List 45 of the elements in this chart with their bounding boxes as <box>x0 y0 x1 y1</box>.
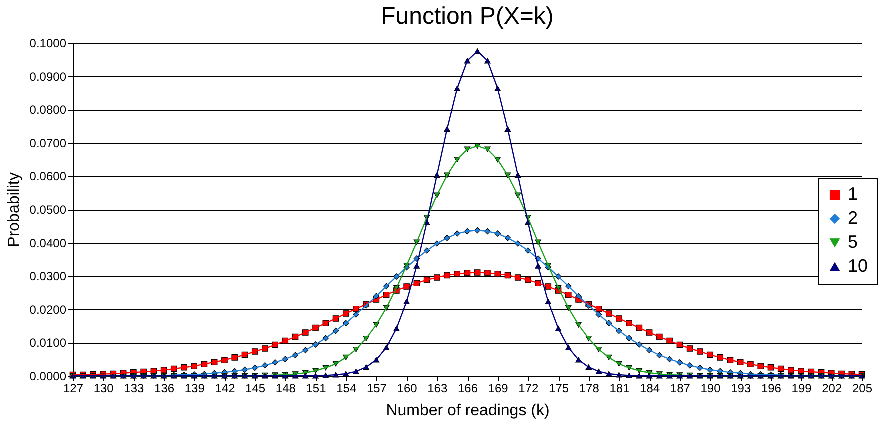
x-tick-label: 145 <box>246 382 266 396</box>
y-tick-label: 0.0300 <box>30 270 67 284</box>
legend-label: 1 <box>848 184 858 204</box>
y-tick-label: 0.0800 <box>30 103 67 118</box>
x-tick-label: 169 <box>488 382 509 396</box>
y-tick-label: 0.1000 <box>30 36 67 50</box>
x-tick-label: 130 <box>94 382 114 396</box>
x-tick-label: 157 <box>366 382 388 396</box>
x-tick-label: 187 <box>670 382 691 396</box>
legend-label: 5 <box>848 232 858 252</box>
x-tick-label: 190 <box>700 382 722 396</box>
x-tick-label: 196 <box>761 382 782 396</box>
x-tick-label: 205 <box>852 382 873 396</box>
x-tick-label: 136 <box>154 382 175 396</box>
y-tick-label: 0.0200 <box>30 302 67 317</box>
y-tick-label: 0.0000 <box>30 370 67 384</box>
x-axis-title: Number of readings (k) <box>386 402 550 420</box>
x-tick-label: 163 <box>428 382 448 396</box>
x-tick-label: 199 <box>792 382 812 396</box>
x-tick-label: 184 <box>640 382 660 396</box>
x-tick-label: 166 <box>458 382 478 396</box>
x-tick-label: 160 <box>397 382 418 396</box>
y-tick-label: 0.0600 <box>30 170 67 184</box>
y-tick-label: 0.0900 <box>30 70 67 84</box>
y-tick-label: 0.0700 <box>30 136 67 150</box>
y-tick-label: 0.0400 <box>30 236 67 250</box>
legend-label: 10 <box>848 256 868 276</box>
y-tick-label: 0.0100 <box>30 336 67 350</box>
y-axis-title: Probability <box>6 172 23 248</box>
x-tick-label: 175 <box>549 382 570 396</box>
x-tick-label: 181 <box>610 382 630 396</box>
x-tick-label: 151 <box>306 382 327 396</box>
x-tick-label: 154 <box>336 382 357 396</box>
legend-label: 2 <box>848 208 858 228</box>
x-tick-label: 127 <box>63 382 84 396</box>
x-tick-label: 178 <box>579 382 600 396</box>
chart-title: Function P(X=k) <box>381 3 554 30</box>
x-tick-label: 202 <box>822 382 842 396</box>
y-tick-label: 0.0500 <box>30 203 67 217</box>
x-tick-label: 172 <box>518 382 540 396</box>
x-tick-label: 139 <box>184 382 206 396</box>
x-tick-label: 133 <box>124 382 145 396</box>
x-tick-label: 148 <box>276 382 296 396</box>
x-tick-label: 193 <box>731 382 752 396</box>
x-tick-label: 142 <box>215 382 236 396</box>
